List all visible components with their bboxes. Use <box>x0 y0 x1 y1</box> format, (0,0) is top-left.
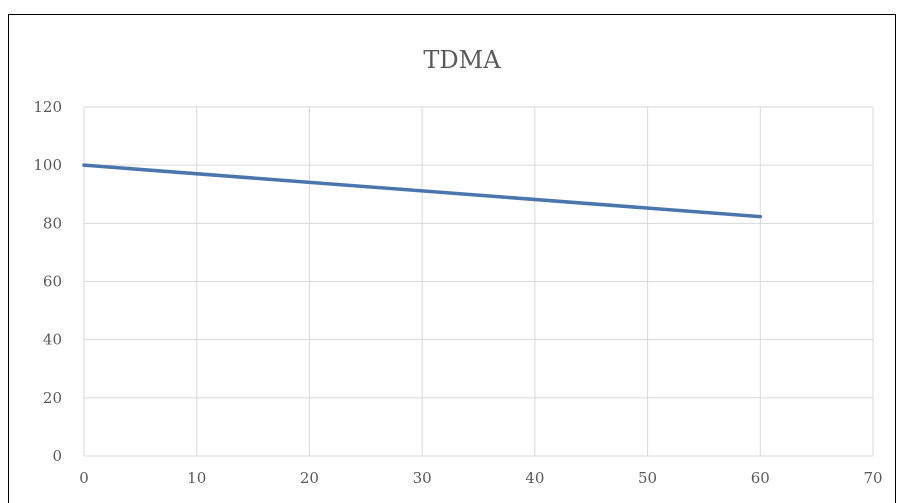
x-tick-label: 30 <box>413 469 432 487</box>
y-tick-label: 20 <box>43 389 62 407</box>
x-tick-label: 60 <box>751 469 770 487</box>
x-tick-label: 0 <box>79 469 89 487</box>
series-layer <box>82 163 763 219</box>
y-tick-label: 60 <box>43 273 62 291</box>
y-tick-label: 100 <box>33 156 62 174</box>
y-tick-label: 120 <box>33 98 62 116</box>
chart-title: TDMA <box>423 46 501 74</box>
x-axis-ticks: 0 10 20 30 40 50 60 70 <box>79 469 882 487</box>
chart-frame <box>8 14 896 503</box>
x-tick-label: 50 <box>638 469 657 487</box>
x-tick-label: 10 <box>187 469 206 487</box>
series-line <box>82 163 763 219</box>
y-tick-label: 80 <box>43 214 62 232</box>
grid <box>83 106 874 457</box>
x-tick-label: 40 <box>525 469 544 487</box>
y-tick-label: 40 <box>43 331 62 349</box>
y-tick-label: 0 <box>52 447 62 465</box>
y-axis-ticks: 0 20 40 60 80 100 120 <box>33 98 62 465</box>
x-tick-label: 20 <box>300 469 319 487</box>
x-tick-label: 70 <box>863 469 882 487</box>
